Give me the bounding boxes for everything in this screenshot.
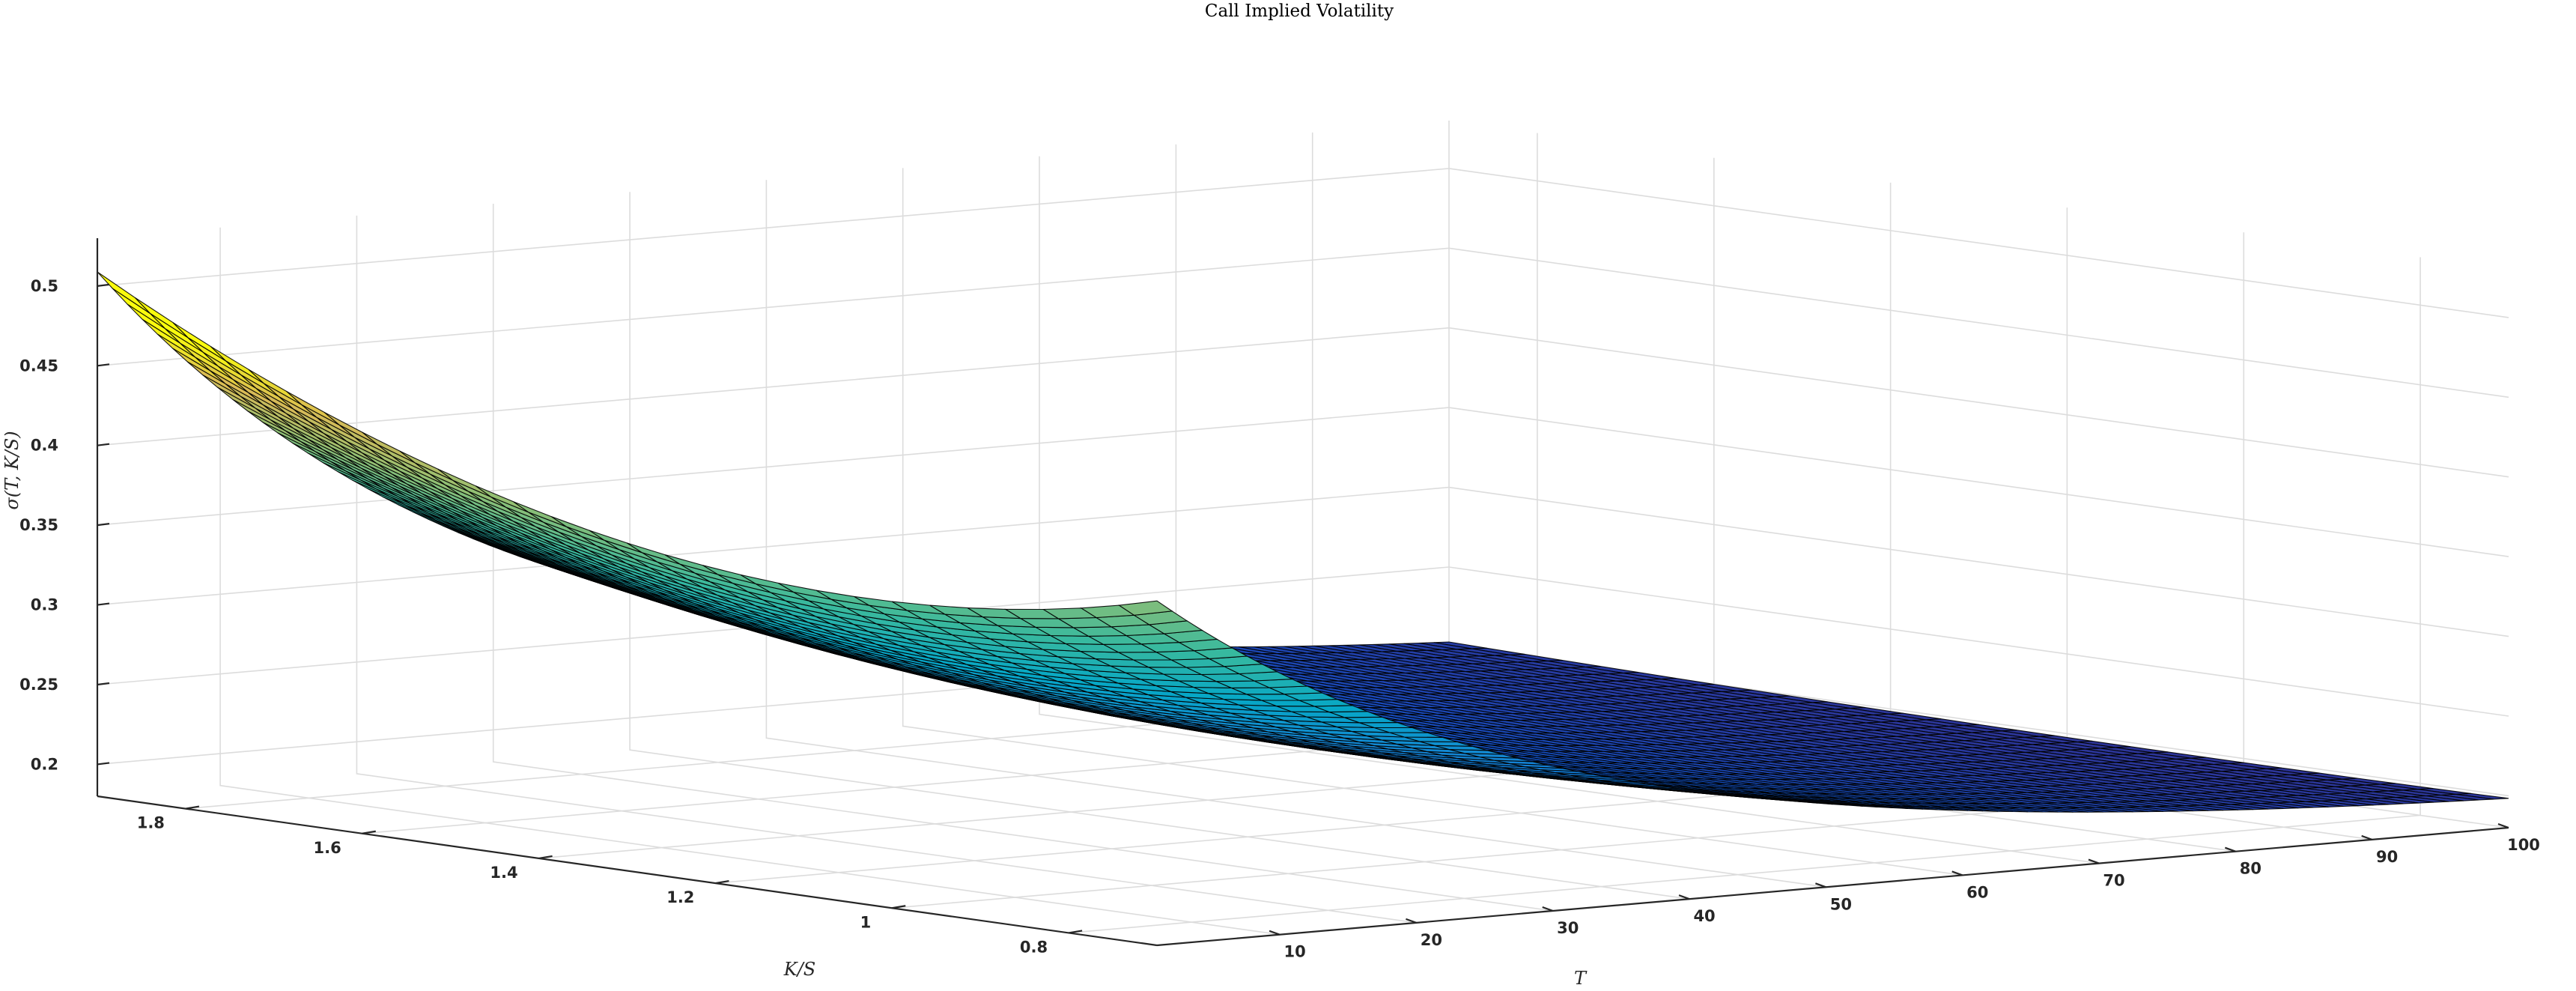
grid-line-z-0.35: [97, 407, 2509, 557]
y-tick-label: 1.8: [137, 814, 165, 832]
x-axis-label: T: [1574, 968, 1588, 989]
y-axis-line: [97, 795, 1158, 947]
z-tick-label: 0.5: [31, 277, 58, 295]
grid-line-k-0.8: [1069, 257, 2421, 934]
z-tick-mark: [97, 682, 110, 686]
grid-line-z-0.5: [97, 168, 2509, 318]
x-tick-mark: [2361, 834, 2373, 840]
grid-line-t-50: [765, 180, 1826, 888]
x-tick-mark: [1542, 906, 1554, 912]
grid-line-z-0.25: [97, 566, 2509, 717]
y-tick-mark: [362, 830, 376, 834]
z-tick-label: 0.3: [31, 596, 58, 614]
x-tick-mark: [2497, 822, 2509, 829]
x-tick-mark: [1951, 870, 1963, 876]
x-tick-label: 90: [2376, 848, 2398, 866]
x-axis-line: [1156, 826, 2509, 947]
x-tick-mark: [1815, 882, 1826, 888]
grid-line-t-60: [902, 168, 1963, 876]
x-tick-label: 50: [1830, 895, 1852, 913]
z-tick-mark: [97, 443, 110, 446]
y-tick-label: 1.4: [490, 864, 517, 882]
x-tick-label: 20: [1421, 931, 1442, 949]
z-tick-mark: [97, 523, 110, 527]
grid-line-z-0.4: [97, 327, 2509, 478]
grid-line-t-10: [219, 227, 1281, 936]
x-tick-label: 40: [1693, 907, 1715, 925]
y-tick-label: 1.2: [666, 888, 694, 906]
z-tick-mark: [97, 363, 110, 367]
y-tick-label: 1.6: [314, 839, 341, 857]
y-tick-mark: [1068, 930, 1083, 934]
y-tick-label: 0.8: [1020, 938, 1048, 956]
z-tick-label: 0.25: [19, 676, 58, 694]
z-tick-label: 0.35: [19, 516, 58, 534]
y-tick-mark: [185, 805, 200, 810]
z-tick-label: 0.2: [31, 755, 58, 773]
x-tick-mark: [1678, 894, 1690, 900]
z-axis-label: σ(T, K/S): [1, 431, 22, 509]
grid-line-t-20: [356, 215, 1417, 924]
chart-title: Call Implied Volatility: [1205, 1, 1394, 21]
x-tick-label: 100: [2507, 836, 2540, 854]
z-tick-mark: [97, 602, 110, 606]
z-tick-mark: [97, 283, 110, 287]
y-tick-mark: [538, 855, 553, 860]
y-axis-label: K/S: [783, 959, 815, 980]
y-tick-mark: [892, 905, 906, 909]
x-tick-label: 60: [1966, 883, 1988, 901]
grid-line-t-30: [492, 204, 1553, 912]
grid-line-t-40: [629, 192, 1690, 900]
z-tick-label: 0.45: [19, 357, 58, 375]
y-tick-mark: [715, 879, 729, 885]
x-tick-label: 10: [1284, 943, 1305, 961]
x-tick-mark: [2224, 846, 2236, 852]
x-tick-label: 70: [2103, 872, 2124, 890]
grid-line-z-0.45: [97, 247, 2509, 398]
z-tick-label: 0.4: [31, 437, 58, 455]
grid-line-t-70: [1039, 156, 2100, 864]
x-tick-mark: [2088, 858, 2100, 864]
surface-facet: [1117, 600, 1173, 616]
x-tick-mark: [1406, 918, 1417, 924]
axis-labels: T K/S σ(T, K/S): [1, 431, 1588, 989]
x-tick-label: 80: [2240, 860, 2261, 878]
y-tick-label: 1: [860, 913, 872, 931]
volatility-surface: [97, 271, 2509, 813]
x-tick-label: 30: [1557, 919, 1579, 937]
axes: 0.2 0.25 0.3 0.35 0.4 0.45 0.5 0.8 1 1.2 1.4 1.6 1.8…: [19, 238, 2540, 961]
x-tick-mark: [1269, 930, 1281, 936]
z-tick-mark: [97, 762, 110, 766]
